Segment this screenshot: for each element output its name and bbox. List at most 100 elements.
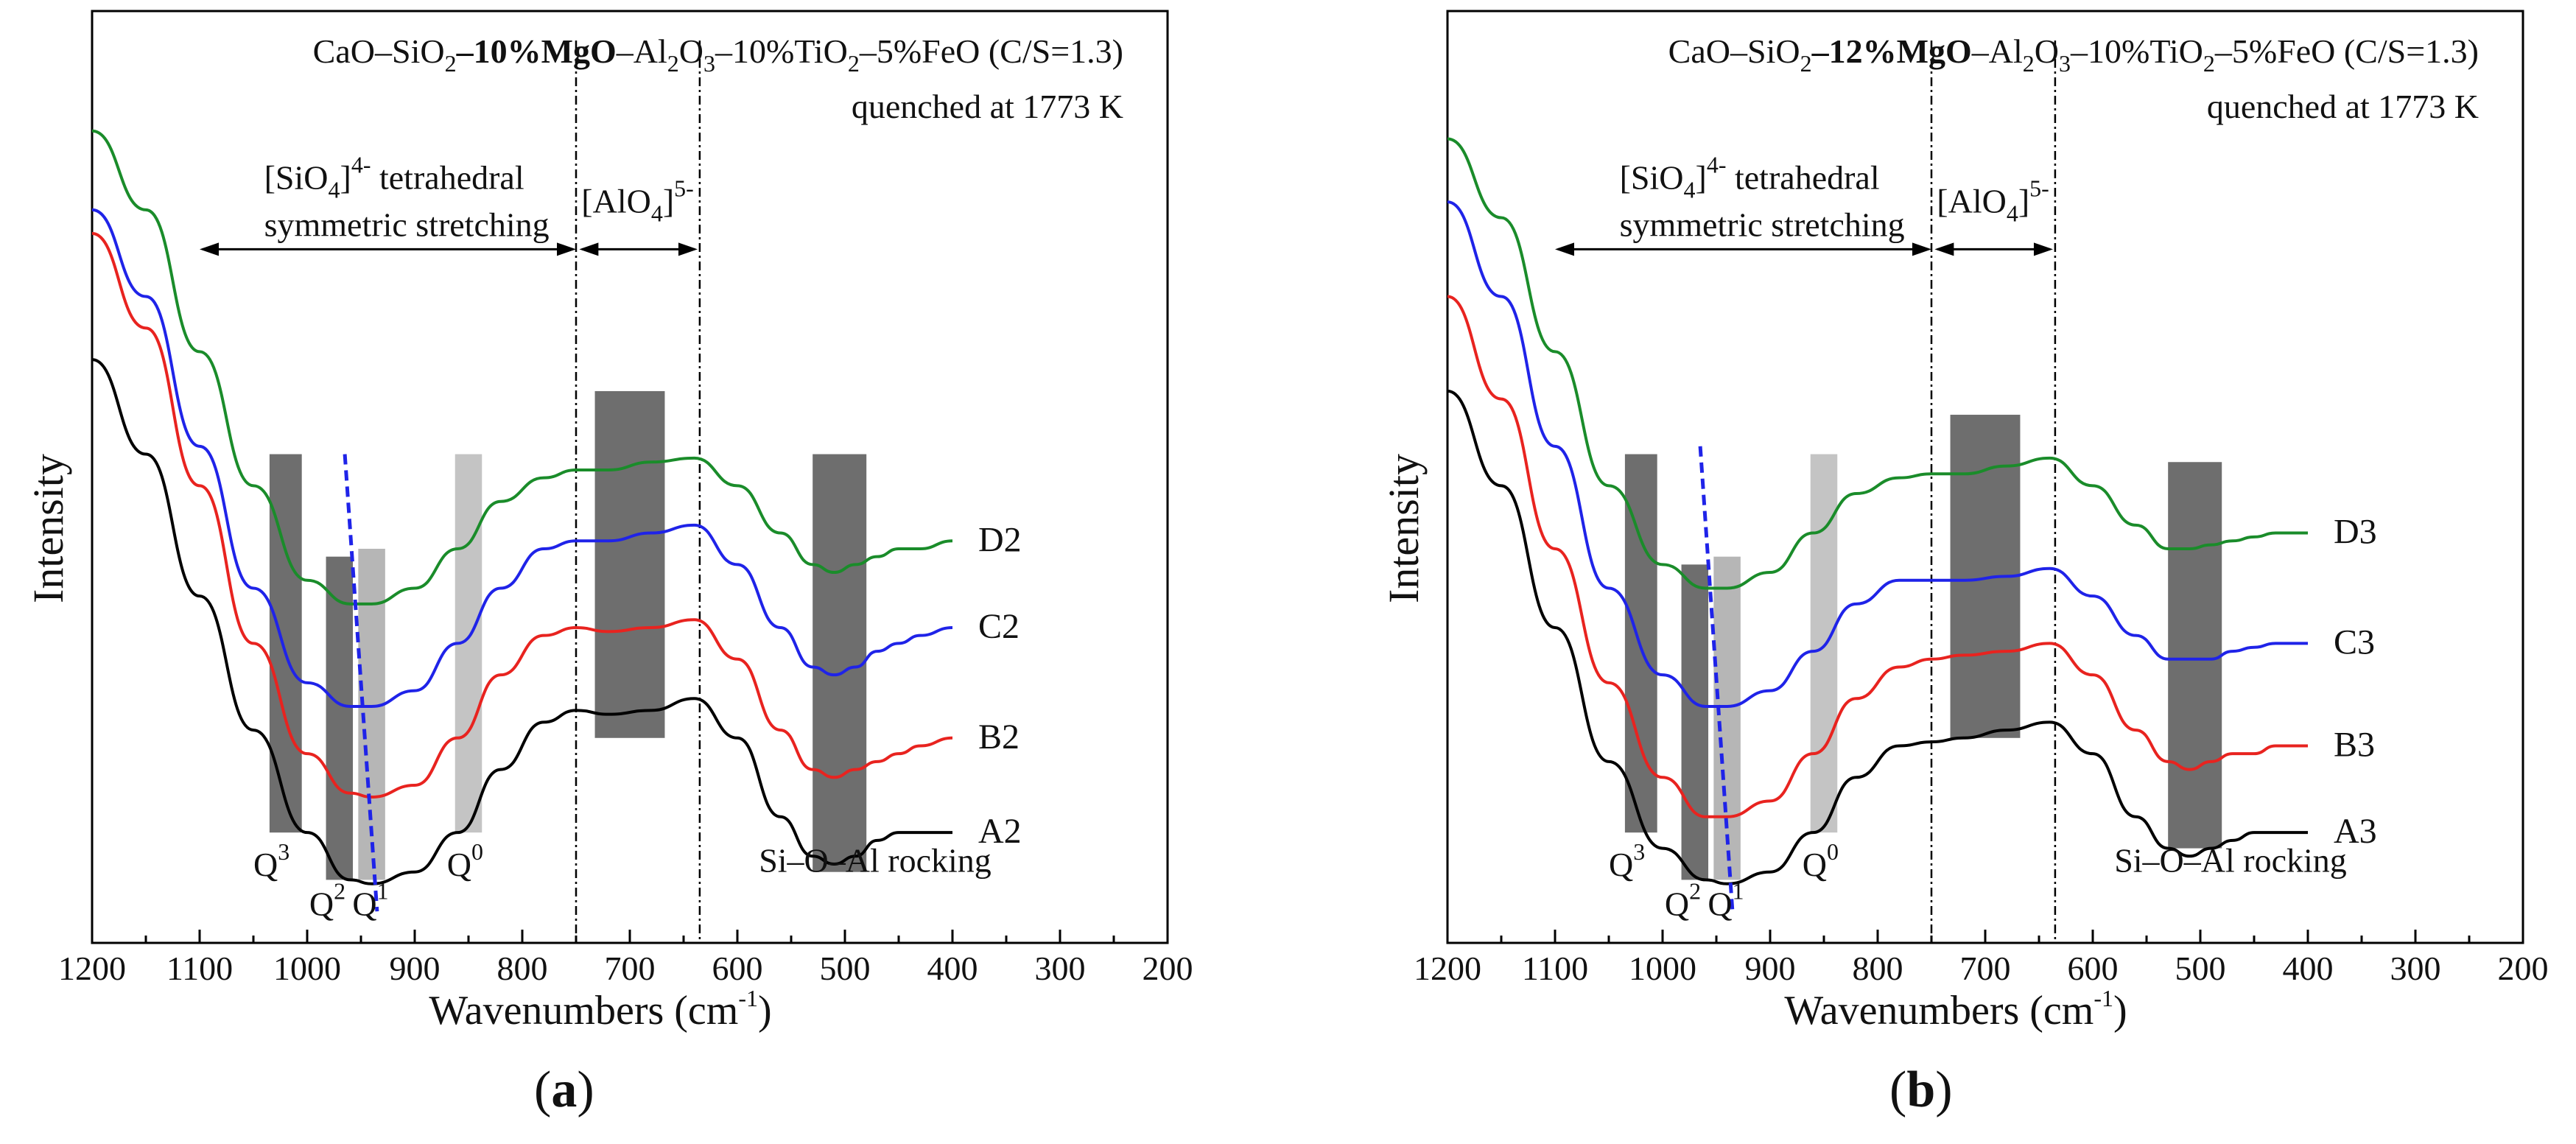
title-bold: 12%MgO	[1829, 32, 1972, 70]
sio4-bracket: ]	[340, 158, 351, 196]
x-axis-label: Wavenumbers (cm-1)	[429, 985, 771, 1034]
y-axis-label: Intensity	[1380, 454, 1428, 603]
x-tick-label: 900	[390, 950, 441, 987]
title-sub4: 2	[848, 50, 860, 77]
title-mid: –Al	[616, 32, 667, 70]
rocking-label: Si–O–Al rocking	[759, 842, 992, 880]
x-tick-label: 1200	[1414, 950, 1481, 987]
series-line-D2	[91, 129, 953, 606]
x-axis-label-sup: -1	[2094, 985, 2113, 1011]
alo4-region-arrow-head-left	[579, 242, 599, 256]
series-label-C3: C3	[2334, 622, 2375, 662]
title-sub2: 2	[667, 50, 679, 77]
sio4-region-arrow-head-right	[557, 242, 576, 256]
title-end: –5%FeO (C/S=1.3)	[859, 32, 1123, 70]
title-dash: –	[456, 32, 474, 70]
x-axis-label-close: )	[758, 988, 772, 1034]
panel-label-a-text: a	[551, 1061, 578, 1118]
alo4-sup: 5-	[2029, 175, 2049, 201]
series-label-C2: C2	[978, 607, 1019, 646]
x-axis-label: Wavenumbers (cm-1)	[1784, 985, 2127, 1034]
title-sub3: 3	[2059, 50, 2071, 77]
sio4-rest: tetrahedral	[1726, 158, 1879, 196]
x-tick-label: 700	[605, 950, 656, 987]
q2-band	[326, 556, 354, 880]
q2-label: Q2	[1665, 878, 1701, 923]
sio4-sup: 4-	[1707, 151, 1727, 178]
q2-label-sup: 2	[334, 878, 345, 905]
x-tick-label: 900	[1745, 950, 1796, 987]
x-tick-label: 600	[2068, 950, 2119, 987]
series-line-D3	[1447, 137, 2308, 590]
q2-label: Q2	[309, 878, 345, 923]
q0-label-sup: 0	[471, 838, 483, 865]
title-bold: 10%MgO	[474, 32, 617, 70]
series-line-C3	[1447, 200, 2308, 708]
title-dash: –	[1811, 32, 1830, 70]
q3-label: Q3	[253, 838, 289, 883]
series-line-B2	[91, 231, 953, 799]
series-label-A2: A2	[978, 812, 1022, 851]
x-tick-label: 500	[820, 950, 871, 987]
rocking-label: Si–O–Al rocking	[2114, 842, 2347, 880]
series-line-A3	[1447, 389, 2308, 885]
title-sub1: 2	[1800, 50, 1812, 77]
title-sub4: 2	[2203, 50, 2215, 77]
x-tick-label: 1100	[166, 950, 233, 987]
sio4-region-arrow-head-right	[1912, 242, 1931, 256]
title-sub2: 2	[2023, 50, 2035, 77]
x-tick-label: 600	[712, 950, 763, 987]
x-tick-label: 300	[1035, 950, 1086, 987]
x-tick-label: 400	[2283, 950, 2334, 987]
alo4-bracket: ]	[2018, 182, 2029, 220]
chart-subtitle: quenched at 1773 K	[2207, 88, 2479, 125]
q3-label-sup: 3	[278, 838, 289, 865]
rocking-band	[2168, 462, 2222, 849]
sio4-sub: 4	[1684, 176, 1696, 203]
x-tick-label: 800	[1853, 950, 1903, 987]
q1-label: Q1	[1708, 878, 1744, 923]
q3-label-sup: 3	[1633, 838, 1645, 865]
alo4-sub: 4	[651, 200, 663, 226]
x-tick-label: 1000	[1629, 950, 1696, 987]
alo4-region-label: [AlO4]5-	[581, 175, 694, 226]
sio4-region-label-line2: symmetric stretching	[1620, 206, 1905, 243]
alo4-region-arrow-head-right	[678, 242, 698, 256]
x-axis-label-sup: -1	[738, 985, 758, 1011]
x-tick-label: 200	[2498, 950, 2549, 987]
chart-subtitle: quenched at 1773 K	[852, 88, 1123, 125]
x-tick-label: 800	[497, 950, 548, 987]
sio4-bracket: ]	[1696, 158, 1707, 196]
x-tick-label: 300	[2390, 950, 2441, 987]
alo4-region-label: [AlO4]5-	[1937, 175, 2049, 226]
series-label-A3: A3	[2334, 812, 2377, 851]
x-tick-label: 500	[2175, 950, 2226, 987]
series-label-B3: B3	[2334, 725, 2375, 764]
panel-label-b-text: b	[1906, 1061, 1936, 1118]
title-o3: O	[679, 32, 703, 70]
x-tick-label: 1200	[58, 950, 126, 987]
x-tick-label: 1100	[1522, 950, 1588, 987]
title-mid: –Al	[1971, 32, 2023, 70]
q0-label-sup: 0	[1827, 838, 1839, 865]
panel-label-b: (b)	[1889, 1061, 1953, 1118]
sio4-rest: tetrahedral	[371, 158, 524, 196]
series-label-B2: B2	[978, 717, 1019, 757]
sio4-sup: 4-	[351, 151, 371, 178]
sio4-region-arrow-head-left	[1555, 242, 1574, 256]
series-line-C2	[91, 208, 953, 708]
series-label-D2: D2	[978, 520, 1022, 559]
q1-label-sup: 1	[1733, 878, 1744, 905]
sio4-region-label: [SiO4]4- tetrahedral	[264, 151, 524, 203]
rocking-band	[813, 454, 867, 872]
q1-label-sup: 1	[377, 878, 389, 905]
alo4-band	[594, 390, 665, 738]
alo4-sub: 4	[2007, 200, 2018, 226]
alo4-sup: 5-	[674, 175, 694, 201]
q2-label-sup: 2	[1689, 878, 1701, 905]
alo4-bracket: ]	[663, 182, 674, 220]
title-end: –5%FeO (C/S=1.3)	[2214, 32, 2479, 70]
